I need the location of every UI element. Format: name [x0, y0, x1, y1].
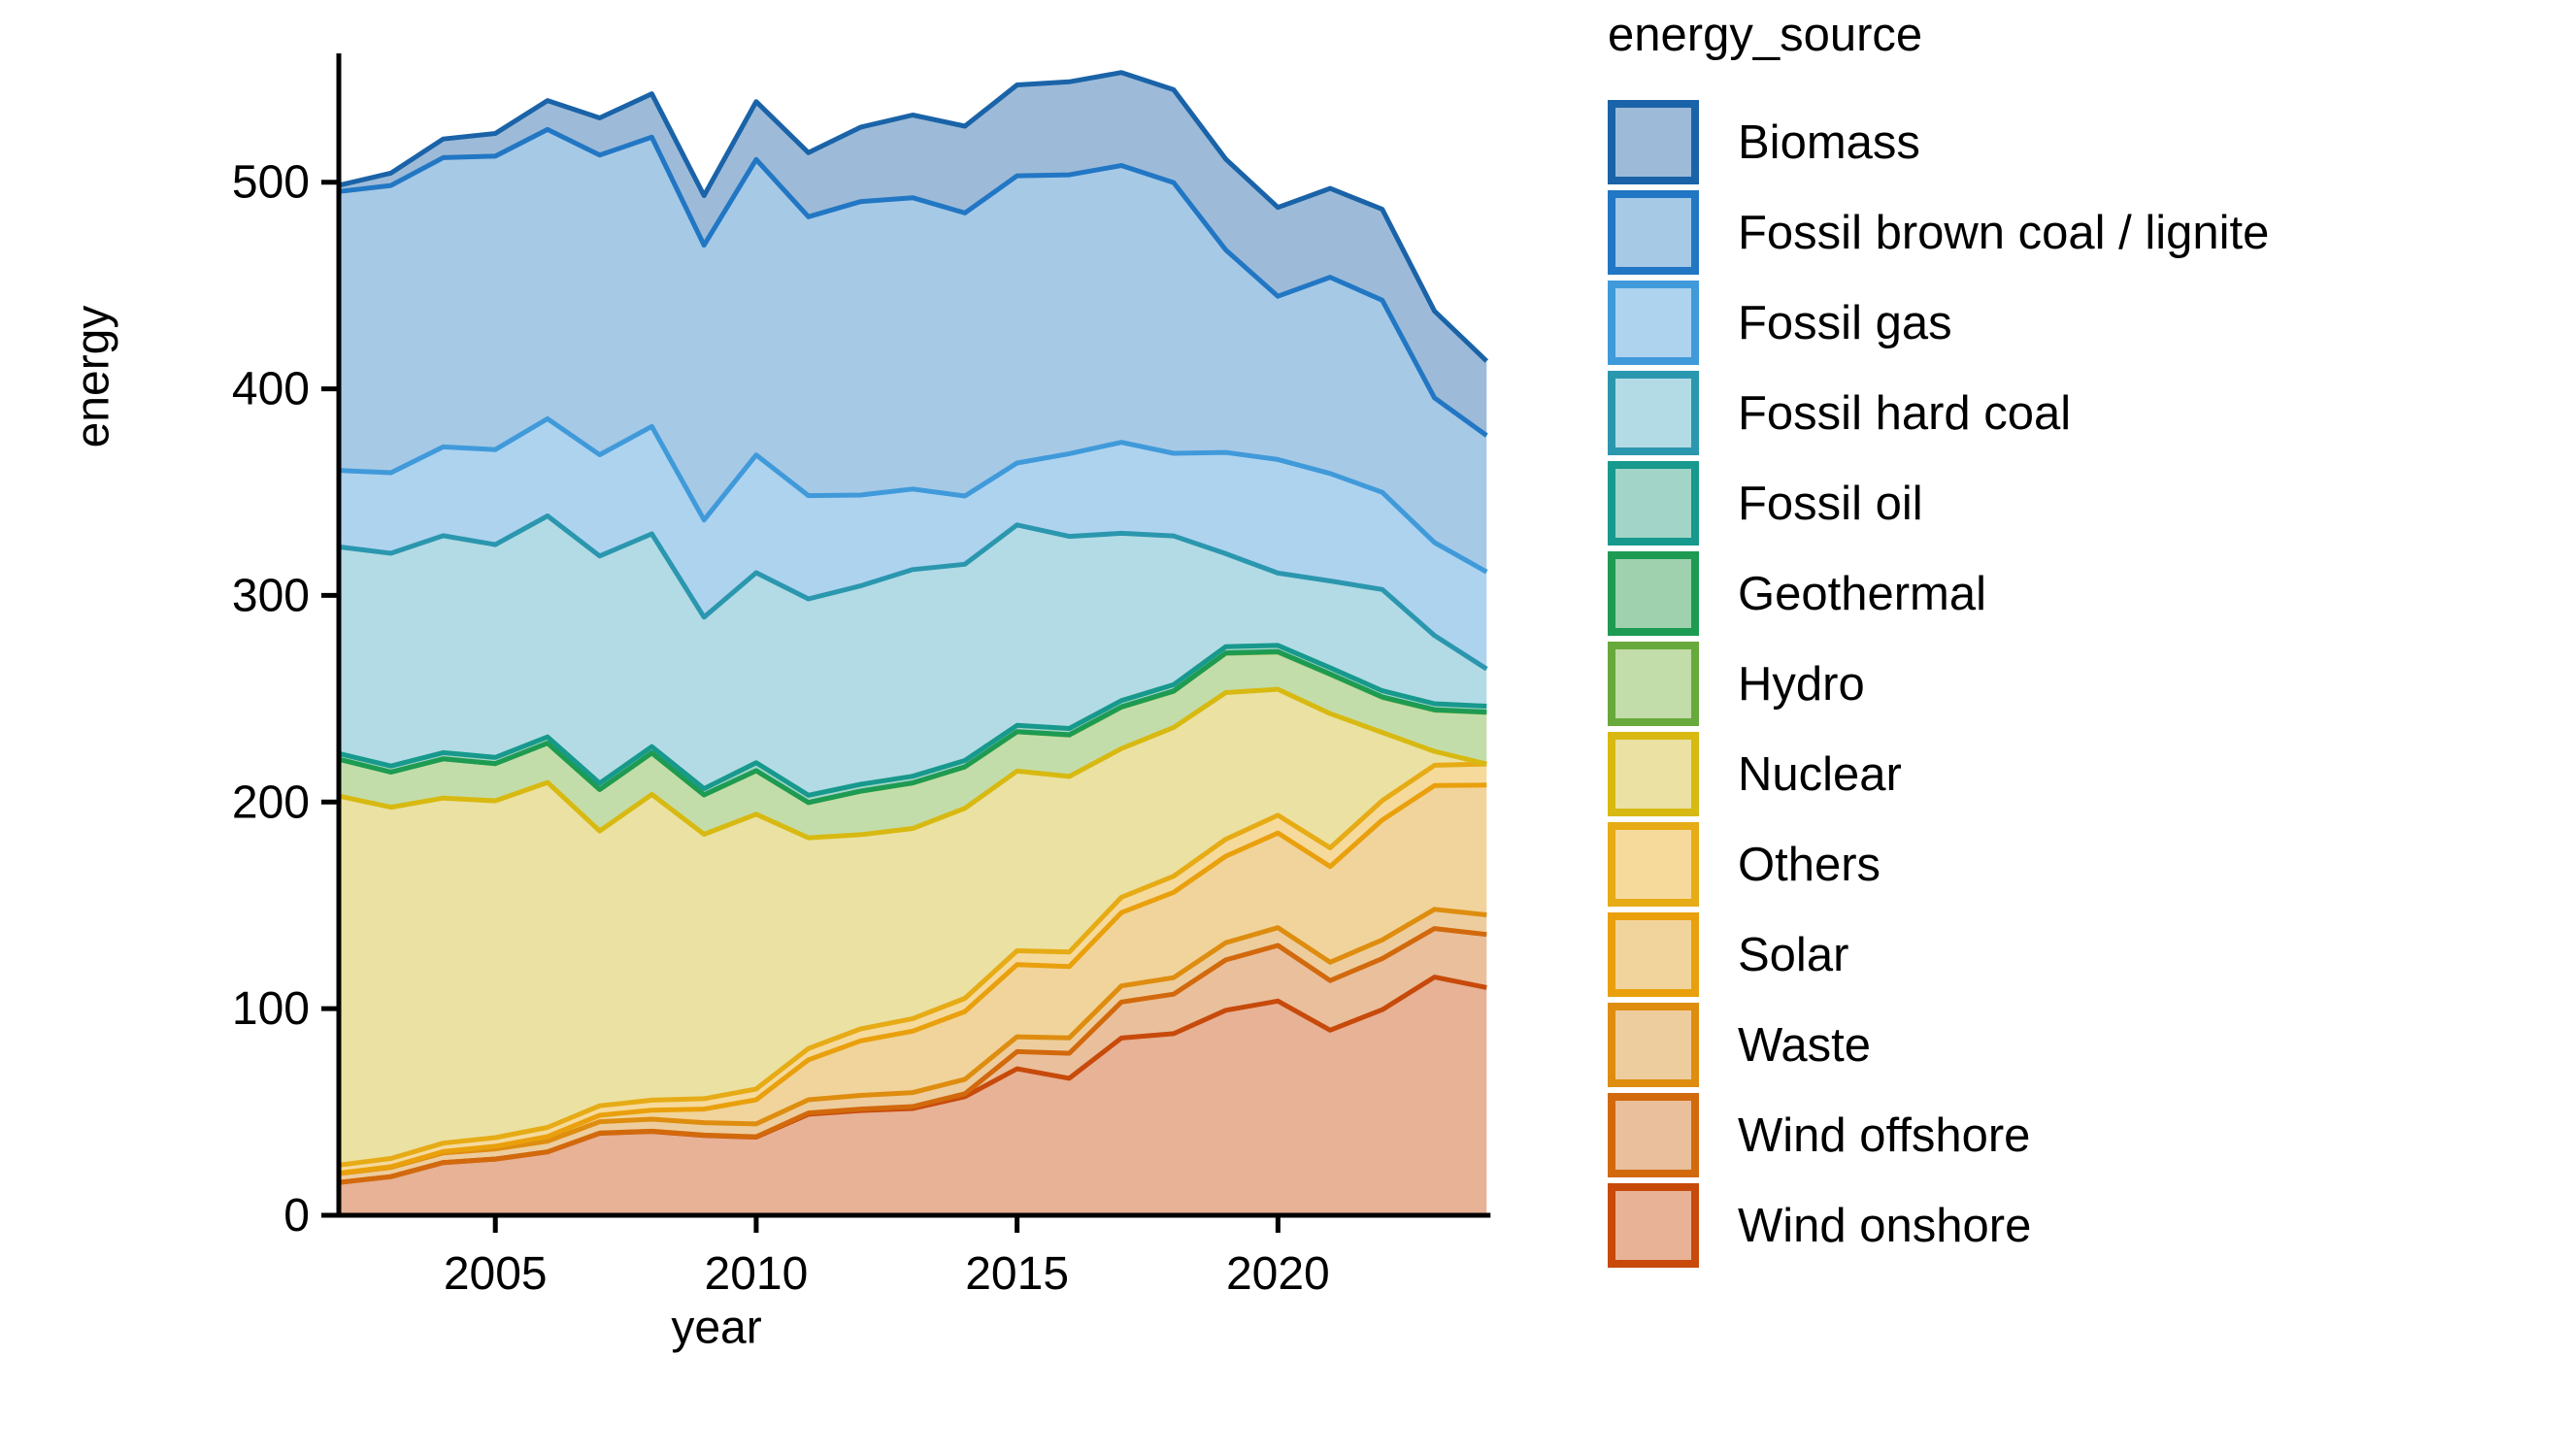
legend-swatch	[1608, 912, 1699, 997]
y-tick-label: 300	[232, 570, 310, 621]
y-tick-label: 100	[232, 983, 310, 1035]
legend-swatch	[1608, 822, 1699, 907]
legend-swatch	[1608, 190, 1699, 275]
area-nuclear	[339, 689, 1487, 1166]
legend-item-wind-offshore: Wind offshore	[1608, 1090, 2540, 1180]
legend-label: Solar	[1738, 928, 1849, 981]
x-tick-label: 2020	[1226, 1248, 1330, 1300]
legend-item-fossil-hard-coal: Fossil hard coal	[1608, 368, 2540, 458]
y-tick-label: 200	[232, 777, 310, 828]
area-solar	[339, 784, 1487, 1174]
legend-label: Hydro	[1738, 657, 1865, 711]
legend-title: energy_source	[1608, 9, 1923, 61]
area-wind-offshore	[339, 928, 1487, 1183]
x-tick-label: 2010	[705, 1248, 809, 1300]
legend-item-hydro: Hydro	[1608, 639, 2540, 729]
outline-biomass	[338, 70, 1489, 363]
area-wind-onshore	[339, 976, 1487, 1215]
outline-fossil-brown-coal-lignite	[338, 126, 1488, 438]
area-fossil-hard-coal	[339, 515, 1487, 796]
legend-label: Fossil gas	[1738, 296, 1952, 349]
legend-label: Biomass	[1738, 116, 1920, 169]
legend-item-nuclear: Nuclear	[1608, 729, 2540, 819]
legend-label: Waste	[1738, 1018, 1872, 1072]
x-tick-label: 2005	[444, 1248, 548, 1300]
legend: energy_source Biomass Fossil brown coal /…	[1608, 8, 2540, 1271]
outline-fossil-gas	[338, 415, 1488, 575]
legend-label: Wind onshore	[1738, 1199, 2032, 1252]
legend-swatch	[1608, 642, 1699, 726]
legend-swatch	[1608, 281, 1699, 365]
y-tick-label: 0	[283, 1190, 310, 1241]
y-axis-title: energy	[67, 305, 119, 448]
legend-item-biomass: Biomass	[1608, 97, 2540, 187]
outline-geothermal	[338, 648, 1487, 806]
outline-others	[338, 761, 1487, 1168]
legend-item-fossil-oil: Fossil oil	[1608, 458, 2540, 548]
y-tick-label: 500	[232, 157, 310, 209]
legend-item-others: Others	[1608, 819, 2540, 910]
area-biomass	[339, 72, 1487, 436]
legend-item-waste: Waste	[1608, 1000, 2540, 1090]
legend-swatch	[1608, 1003, 1699, 1087]
legend-label: Fossil hard coal	[1738, 386, 2072, 440]
outline-fossil-hard-coal	[338, 513, 1488, 672]
legend-item-fossil-gas: Fossil gas	[1608, 278, 2540, 368]
legend-swatch	[1608, 1183, 1699, 1268]
legend-items: Biomass Fossil brown coal / lignite Fossil…	[1608, 97, 2540, 1271]
x-tick-label: 2015	[965, 1248, 1069, 1300]
legend-label: Fossil brown coal / lignite	[1738, 206, 2270, 259]
legend-label: Others	[1738, 838, 1881, 891]
legend-item-wind-onshore: Wind onshore	[1608, 1180, 2540, 1271]
legend-swatch	[1608, 1093, 1699, 1177]
legend-label: Wind offshore	[1738, 1109, 2031, 1162]
outline-nuclear	[338, 686, 1487, 841]
legend-item-solar: Solar	[1608, 910, 2540, 1000]
legend-label: Fossil oil	[1738, 477, 1923, 530]
legend-swatch	[1608, 461, 1699, 546]
outline-solar	[338, 782, 1487, 1176]
legend-label: Nuclear	[1738, 747, 1902, 801]
y-tick-label: 400	[232, 364, 310, 415]
legend-label: Geothermal	[1738, 567, 1987, 620]
outline-waste	[338, 907, 1487, 1176]
x-axis-title: year	[671, 1302, 762, 1354]
legend-swatch	[1608, 551, 1699, 636]
area-waste	[339, 909, 1487, 1183]
area-fossil-brown-coal-lignite	[339, 129, 1487, 573]
area-others	[339, 764, 1487, 1174]
legend-swatch	[1608, 100, 1699, 184]
legend-swatch	[1608, 371, 1699, 455]
outline-fossil-oil	[338, 643, 1487, 798]
area-fossil-gas	[339, 418, 1487, 670]
area-hydro	[339, 651, 1487, 839]
legend-swatch	[1608, 732, 1699, 816]
legend-item-geothermal: Geothermal	[1608, 548, 2540, 639]
outline-wind-offshore	[338, 926, 1487, 1185]
legend-item-fossil-brown-coal-lignite: Fossil brown coal / lignite	[1608, 187, 2540, 278]
